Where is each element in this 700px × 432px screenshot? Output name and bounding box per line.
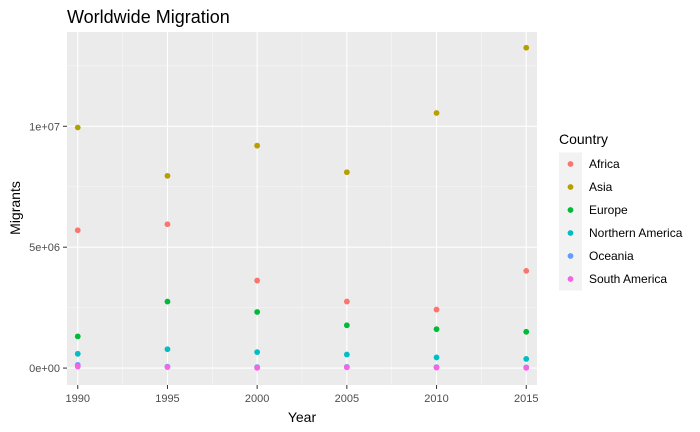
x-axis-title: Year [288,409,317,425]
point-northern-america [343,351,350,358]
legend-key-point [567,184,574,190]
x-tick-label: 2010 [424,393,448,405]
point-northern-america [523,355,530,362]
legend-key-point [567,253,574,259]
point-northern-america [164,346,171,353]
legend-item-asia: Asia [559,175,613,199]
x-tick-label: 1995 [155,393,179,405]
point-asia [343,169,350,176]
legend-key-point [567,207,574,213]
x-tick-label: 1990 [66,393,90,405]
point-africa [343,298,350,305]
point-africa [433,306,440,313]
x-tick-label: 2015 [514,393,538,405]
legend-label: Asia [589,180,613,194]
point-africa [254,277,261,284]
legend-label: Oceania [589,249,634,263]
legend-item-south-america: South America [559,267,667,291]
point-europe [343,322,350,329]
legend-title: Country [559,131,608,147]
point-europe [254,309,261,315]
point-asia [74,124,81,131]
point-south-america [254,364,261,371]
point-south-america [433,364,440,371]
point-africa [74,227,81,234]
y-axis-title: Migrants [7,181,23,235]
legend-key-point [567,230,574,236]
legend-key-point [567,161,574,167]
axes: 1990 1995 2000 2005 2010 2015 0e+00 5e+06 1e+07 [29,121,538,405]
x-tick-label: 2000 [245,393,269,405]
point-northern-america [74,350,81,357]
point-africa [164,221,171,228]
point-europe [164,298,171,305]
legend-label: Africa [589,157,620,171]
point-northern-america [254,349,261,356]
point-europe [74,333,81,340]
data-points [74,44,530,371]
y-tick-label: 5e+06 [29,242,60,254]
chart-title: Worldwide Migration [67,7,230,27]
y-tick-label: 1e+07 [29,121,60,133]
legend-item-africa: Africa [559,152,620,176]
point-europe [523,328,530,335]
point-asia [254,142,261,149]
legend-item-europe: Europe [559,198,628,222]
point-africa [523,267,530,274]
point-asia [523,44,530,51]
point-south-america [343,364,350,371]
legend: Country Africa Asia Europe Northern America… [559,131,683,291]
legend-item-oceania: Oceania [559,244,634,268]
point-south-america [164,364,171,371]
y-tick-label: 0e+00 [29,363,60,375]
point-europe [433,326,440,333]
legend-key-point [567,276,574,282]
point-asia [164,172,171,179]
point-south-america [74,363,81,370]
grid [67,32,537,385]
point-asia [433,110,440,116]
point-south-america [523,364,530,371]
legend-label: Northern America [589,226,683,240]
legend-item-northern-america: Northern America [559,221,683,245]
point-northern-america [433,354,440,361]
legend-label: South America [589,272,667,286]
legend-label: Europe [589,203,628,217]
x-tick-label: 2005 [335,393,359,405]
